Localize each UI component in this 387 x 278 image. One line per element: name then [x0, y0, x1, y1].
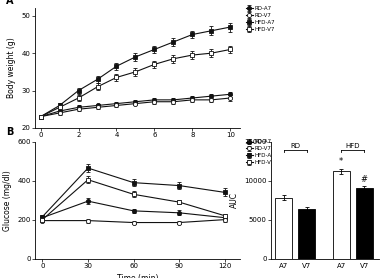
Legend: RD-A7, RD-V7, HFD-A7, HFD-V7: RD-A7, RD-V7, HFD-A7, HFD-V7 — [246, 6, 275, 32]
Text: B: B — [6, 127, 14, 137]
Y-axis label: Glucose (mg/dl): Glucose (mg/dl) — [3, 170, 12, 230]
Legend: RD-A7, RD-V7, HFD-A7, HFD-V7: RD-A7, RD-V7, HFD-A7, HFD-V7 — [246, 140, 275, 165]
Text: #: # — [361, 175, 368, 184]
Y-axis label: AUC: AUC — [229, 192, 239, 208]
Text: A: A — [6, 0, 14, 6]
Bar — [298, 209, 315, 259]
Text: HFD: HFD — [346, 143, 360, 149]
X-axis label: Weeks: Weeks — [125, 144, 150, 153]
Bar — [275, 198, 292, 259]
Bar — [333, 171, 349, 259]
Bar — [356, 188, 373, 259]
Y-axis label: Body weight (g): Body weight (g) — [7, 38, 16, 98]
X-axis label: Time (min): Time (min) — [116, 274, 158, 278]
Text: *: * — [339, 157, 343, 166]
Text: RD: RD — [290, 143, 300, 149]
